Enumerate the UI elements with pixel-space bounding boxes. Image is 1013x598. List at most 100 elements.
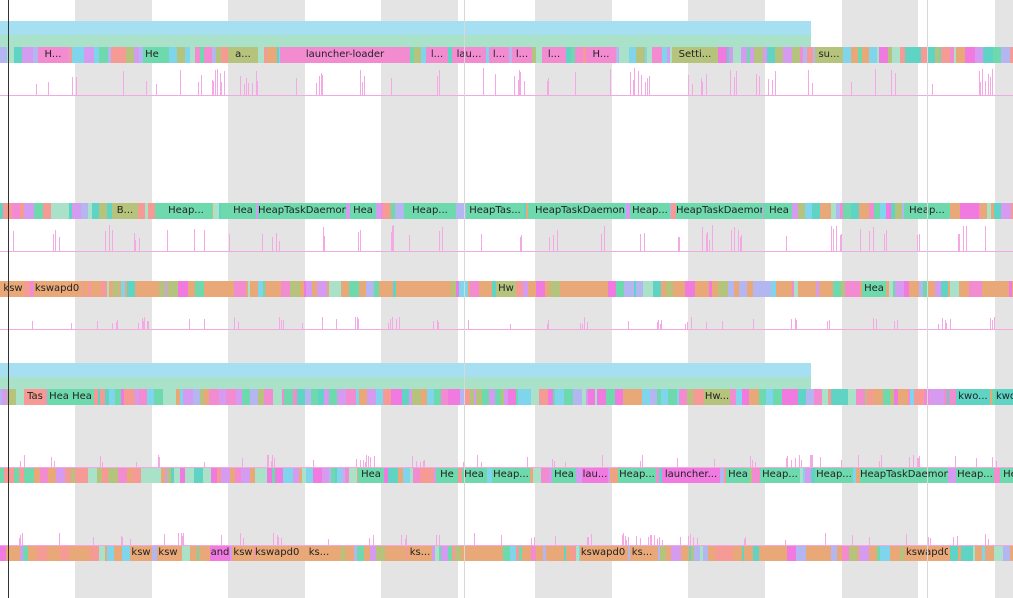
cpu-slice[interactable] — [831, 545, 837, 561]
cpu-slice[interactable] — [282, 389, 284, 405]
cpu-slice[interactable] — [567, 281, 574, 297]
cpu-slice[interactable] — [116, 47, 126, 63]
cpu-slice-labeled[interactable]: HeapTaskDaemon — [258, 203, 346, 219]
cpu-slice[interactable] — [718, 281, 728, 297]
cpu-slice[interactable] — [873, 389, 883, 405]
cpu-slice[interactable] — [661, 281, 666, 297]
cpu-slice[interactable] — [518, 389, 525, 405]
cpu-slice[interactable] — [461, 545, 464, 561]
cpu-slice[interactable] — [193, 389, 200, 405]
cpu-slice[interactable] — [928, 281, 935, 297]
cpu-slice[interactable] — [859, 203, 869, 219]
cpu-slice[interactable] — [383, 389, 391, 405]
cpu-slice[interactable] — [787, 281, 792, 297]
cpu-slice[interactable] — [248, 281, 250, 297]
cpu-slice[interactable] — [960, 203, 970, 219]
cpu-slice[interactable] — [366, 281, 374, 297]
cpu-slice[interactable] — [81, 545, 90, 561]
cpu-slice[interactable] — [668, 389, 677, 405]
cpu-slice[interactable] — [124, 389, 130, 405]
cpu-slice[interactable] — [862, 47, 869, 63]
cpu-slice-labeled[interactable]: He — [143, 47, 161, 63]
cpu-slice[interactable] — [531, 545, 536, 561]
cpu-slice[interactable] — [536, 47, 543, 63]
cpu-slice-labeled[interactable]: kswapd0 — [580, 545, 626, 561]
cpu-slice[interactable] — [167, 281, 175, 297]
cpu-slice[interactable] — [11, 545, 20, 561]
cpu-slice[interactable] — [444, 281, 451, 297]
cpu-slice[interactable] — [75, 467, 85, 483]
cpu-slice[interactable] — [727, 47, 729, 63]
cpu-slice[interactable] — [765, 545, 768, 561]
cpu-slice[interactable] — [776, 281, 780, 297]
cpu-slice[interactable] — [833, 281, 841, 297]
cpu-slice[interactable] — [415, 281, 425, 297]
cpu-slice-labeled[interactable]: Hea — [70, 389, 94, 405]
cpu-slice[interactable] — [495, 389, 501, 405]
cpu-slice-labeled[interactable]: l... — [512, 47, 532, 63]
cpu-slice-labeled[interactable]: Heap... — [760, 467, 800, 483]
cpu-slice[interactable] — [700, 545, 703, 561]
cpu-slice[interactable] — [346, 389, 356, 405]
cpu-slice[interactable] — [174, 467, 180, 483]
cpu-slice-labeled[interactable]: lau... — [582, 467, 608, 483]
cpu-slice[interactable] — [840, 203, 843, 219]
cpu-slice[interactable] — [34, 545, 37, 561]
cpu-slice[interactable] — [890, 545, 900, 561]
cpu-slice[interactable] — [362, 281, 366, 297]
cpu-slice-labeled[interactable]: Heap... — [630, 203, 670, 219]
cpu-slice[interactable] — [528, 203, 537, 219]
cpu-slice[interactable] — [983, 47, 993, 63]
cpu-slice[interactable] — [794, 281, 798, 297]
cpu-slice[interactable] — [610, 467, 613, 483]
cpu-slice[interactable] — [536, 281, 545, 297]
cpu-slice[interactable] — [194, 467, 203, 483]
cpu-slice[interactable] — [510, 389, 516, 405]
cpu-slice[interactable] — [1001, 281, 1009, 297]
cpu-slice[interactable] — [455, 389, 460, 405]
cpu-slice[interactable] — [555, 389, 564, 405]
cpu-slice[interactable] — [761, 281, 771, 297]
cpu-slice[interactable] — [470, 281, 479, 297]
cpu-slice[interactable] — [508, 389, 510, 405]
cpu-slice[interactable] — [204, 47, 212, 63]
cpu-slice[interactable] — [608, 281, 616, 297]
cpu-slice[interactable] — [250, 281, 258, 297]
cpu-slice[interactable] — [341, 281, 349, 297]
cpu-slice[interactable] — [121, 389, 124, 405]
cpu-slice[interactable] — [148, 545, 157, 561]
cpu-slice-labeled[interactable]: Heap... — [618, 467, 656, 483]
cpu-slice[interactable] — [904, 281, 909, 297]
cpu-slice[interactable] — [564, 389, 573, 405]
cpu-slice[interactable] — [306, 281, 312, 297]
cpu-slice[interactable] — [806, 545, 815, 561]
cpu-slice[interactable] — [501, 389, 504, 405]
cpu-slice[interactable] — [0, 47, 7, 63]
cpu-slice[interactable] — [421, 389, 427, 405]
cpu-slice[interactable] — [522, 545, 528, 561]
cpu-slice[interactable] — [451, 281, 456, 297]
cpu-slice[interactable] — [258, 389, 264, 405]
cpu-slice[interactable] — [37, 545, 47, 561]
cpu-slice[interactable] — [20, 281, 30, 297]
cpu-slice[interactable] — [12, 203, 20, 219]
cpu-slice-labeled[interactable]: ks... — [630, 545, 654, 561]
cpu-slice[interactable] — [923, 281, 928, 297]
cpu-slice[interactable] — [92, 203, 99, 219]
cpu-slice[interactable] — [739, 281, 747, 297]
cpu-slice[interactable] — [900, 47, 905, 63]
cpu-slice[interactable] — [666, 281, 673, 297]
cpu-slice[interactable] — [283, 467, 286, 483]
cpu-slice[interactable] — [576, 545, 579, 561]
cpu-slice[interactable] — [941, 47, 950, 63]
cpu-slice[interactable] — [929, 389, 939, 405]
cpu-slice[interactable] — [919, 281, 923, 297]
cpu-slice[interactable] — [108, 47, 111, 63]
cpu-slice[interactable] — [753, 281, 761, 297]
cpu-slice[interactable] — [632, 389, 642, 405]
cpu-slice[interactable] — [634, 281, 636, 297]
cpu-slice[interactable] — [273, 389, 282, 405]
cpu-slice[interactable] — [831, 389, 838, 405]
cpu-slice[interactable] — [388, 467, 398, 483]
cpu-slice[interactable] — [225, 281, 234, 297]
